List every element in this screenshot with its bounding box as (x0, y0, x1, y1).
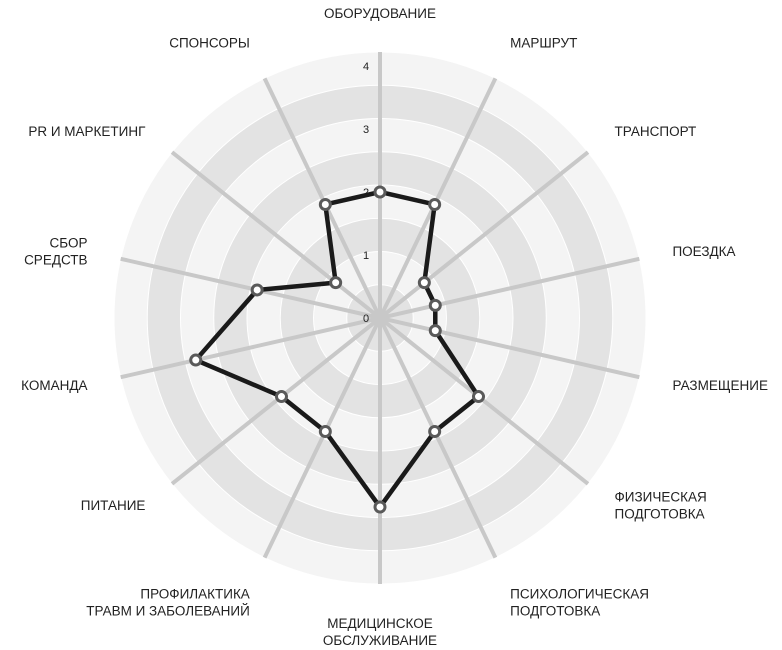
axis-label: КОМАНДА (21, 378, 87, 393)
radar-spoke (170, 316, 382, 486)
radar-spokes (120, 52, 640, 584)
data-point (373, 500, 387, 514)
data-point (428, 425, 442, 439)
radar-spoke (120, 316, 381, 380)
radar-spoke (170, 150, 382, 320)
radar-spoke (378, 317, 498, 559)
axis-label: ОБОРУДОВАНИЕ (324, 6, 436, 21)
data-point (189, 353, 203, 367)
tick-label: 1 (363, 250, 369, 262)
data-point (329, 276, 343, 290)
data-point (417, 276, 431, 290)
radar-spoke (262, 317, 382, 559)
radar-spoke (379, 316, 640, 380)
axis-label: СБОР СРЕДСТВ (24, 236, 87, 268)
axis-label: МАРШРУТ (510, 36, 577, 51)
axis-label: МЕДИЦИНСКОЕ ОБСЛУЖИВАНИЕ (323, 616, 437, 648)
data-point (472, 390, 486, 404)
axis-label: ТРАНСПОРТ (615, 124, 697, 139)
data-point (250, 283, 264, 297)
axis-label: ФИЗИЧЕСКАЯ ПОДГОТОВКА (615, 490, 707, 522)
radar-spoke (379, 256, 640, 320)
axis-label: ПОЕЗДКА (672, 244, 735, 259)
axis-label: PR И МАРКЕТИНГ (28, 124, 146, 139)
radar-spoke (120, 256, 381, 320)
data-point (428, 197, 442, 211)
radar-spoke (378, 77, 498, 319)
tick-label: 3 (363, 124, 369, 136)
radar-spoke (378, 150, 590, 320)
data-point (274, 390, 288, 404)
radar-spoke (378, 316, 590, 486)
data-point (318, 197, 332, 211)
radar-spoke (262, 77, 382, 319)
axis-label: ПИТАНИЕ (81, 498, 146, 513)
axis-label: СПОНСОРЫ (169, 36, 250, 51)
axis-labels: ОБОРУДОВАНИЕ МАРШРУТ ТРАНСПОРТ ПОЕЗДКА РАЗМЕ… (21, 6, 768, 648)
tick-label: 0 (363, 313, 369, 325)
axis-label: РАЗМЕЩЕНИЕ (672, 378, 767, 393)
data-series (189, 185, 486, 514)
axis-label: ПРОФИЛАКТИКА ТРАВМ И ЗАБОЛЕВАНИЙ (86, 586, 250, 618)
data-point (318, 425, 332, 439)
data-point (428, 298, 442, 312)
data-point (428, 324, 442, 338)
data-point (373, 185, 387, 199)
axis-label: ПСИХОЛОГИЧЕСКАЯ ПОДГОТОВКА (510, 586, 649, 618)
tick-label: 4 (363, 61, 369, 73)
